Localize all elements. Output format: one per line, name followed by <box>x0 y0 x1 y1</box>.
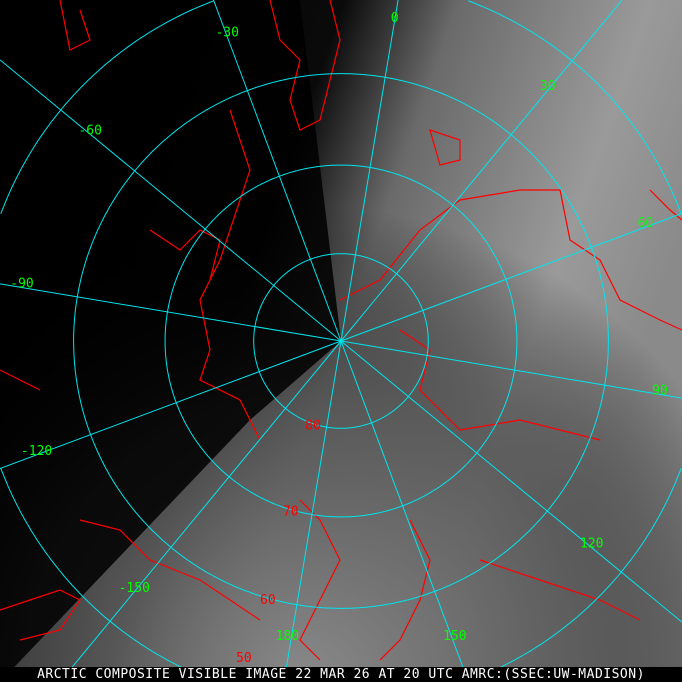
image-caption: ARCTIC COMPOSITE VISIBLE IMAGE 22 MAR 26… <box>0 667 682 682</box>
meridian-150 <box>340 340 469 682</box>
longitude-label: -60 <box>78 123 101 138</box>
coastlines <box>0 0 682 661</box>
longitude-label: 0 <box>391 11 399 26</box>
meridian--30 <box>213 0 342 342</box>
latitude-label: 70 <box>283 504 299 519</box>
longitude-label: 120 <box>580 537 603 552</box>
meridian--90 <box>0 283 342 342</box>
meridian-60 <box>340 213 682 342</box>
meridian--60 <box>0 59 342 342</box>
meridian-90 <box>340 340 682 399</box>
latitude-label: 80 <box>305 419 321 434</box>
latitude-label: 60 <box>260 593 276 608</box>
night-side <box>0 0 341 682</box>
meridian-30 <box>340 0 623 342</box>
longitude-label: 180 <box>276 629 299 644</box>
latitude-label: 50 <box>236 651 252 666</box>
longitude-label: -90 <box>10 276 33 291</box>
latitude-circle-60 <box>73 73 609 609</box>
meridian-0 <box>340 0 399 342</box>
longitude-label: 30 <box>540 79 556 94</box>
meridian-180 <box>283 340 342 682</box>
longitude-label: -150 <box>119 581 150 596</box>
latitude-circle-80 <box>253 253 429 429</box>
longitude-label: 150 <box>443 629 466 644</box>
meridian-120 <box>340 340 682 623</box>
graticule-labels: 80 70 60 50 0 30 60 90 120 150 180 -150 -120 -90 -60 -3… <box>10 11 668 666</box>
longitude-label: -30 <box>215 26 238 41</box>
longitude-label: 90 <box>652 384 668 399</box>
meridian--150 <box>59 340 342 682</box>
meridian--120 <box>0 340 342 469</box>
latitude-circle-70 <box>164 164 518 518</box>
longitude-label: -120 <box>21 444 52 459</box>
longitude-label: 60 <box>638 216 654 231</box>
